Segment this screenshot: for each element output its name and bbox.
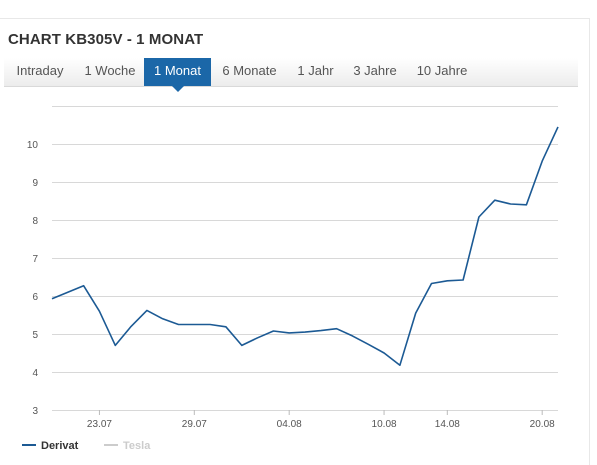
tab-3-jahre[interactable]: 3 Jahre — [353, 63, 397, 78]
y-tick-label: 7 — [32, 254, 38, 265]
legend-item-derivat[interactable]: Derivat — [22, 440, 78, 452]
y-tick-label: 6 — [32, 292, 38, 303]
page-title: CHART KB305V - 1 MONAT — [8, 31, 204, 48]
x-tick-label: 23.07 — [87, 419, 112, 430]
x-tick-label: 14.08 — [435, 419, 460, 430]
y-tick-label: 3 — [32, 406, 38, 417]
tab-1-woche[interactable]: 1 Woche — [84, 63, 136, 78]
x-tick-label: 10.08 — [372, 419, 397, 430]
tab-6-monate[interactable]: 6 Monate — [222, 63, 277, 78]
x-tick-label: 04.08 — [277, 419, 302, 430]
y-tick-label: 4 — [32, 368, 38, 379]
legend-item-tesla[interactable]: Tesla — [104, 440, 150, 452]
tab-intraday[interactable]: Intraday — [16, 63, 64, 78]
y-tick-label: 10 — [27, 140, 39, 151]
legend-label-derivat: Derivat — [41, 440, 79, 452]
tab-10-jahre[interactable]: 10 Jahre — [416, 63, 468, 78]
x-tick-label: 20.08 — [530, 419, 555, 430]
tab-1-monat[interactable]: 1 Monat — [144, 58, 211, 92]
chart-panel — [0, 18, 590, 465]
y-tick-label: 9 — [32, 178, 38, 189]
legend-swatch-derivat — [22, 444, 36, 447]
timeframe-tabs: Intraday 1 Woche 1 Monat 6 Monate 1 Jahr… — [4, 58, 578, 92]
series-line-derivat — [51, 126, 559, 367]
tab-1-jahr[interactable]: 1 Jahr — [297, 63, 334, 78]
legend-swatch-tesla — [104, 444, 118, 447]
y-tick-label: 5 — [32, 330, 38, 341]
y-tick-label: 8 — [32, 216, 38, 227]
x-tick-label: 29.07 — [182, 419, 207, 430]
legend-label-tesla: Tesla — [123, 440, 151, 452]
